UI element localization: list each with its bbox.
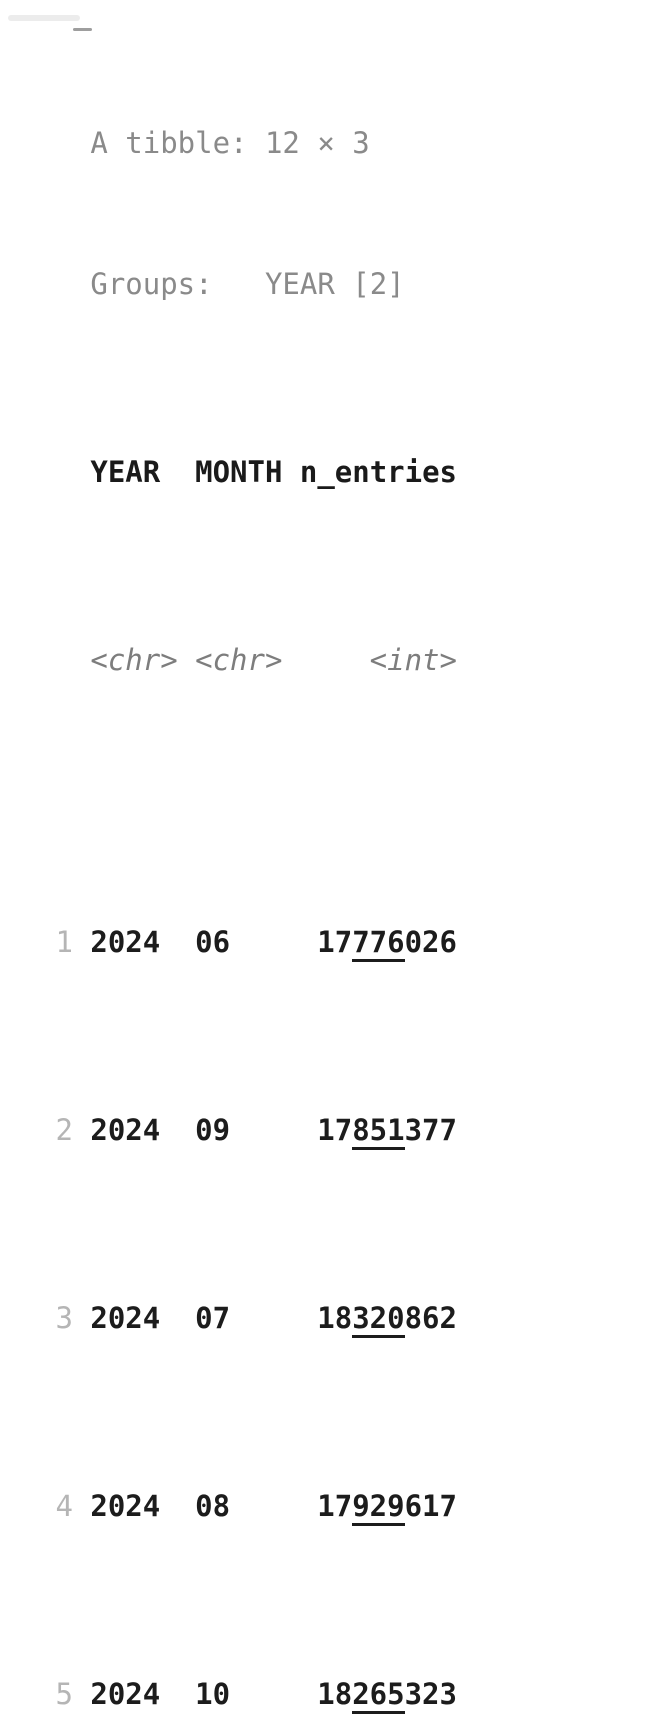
- row-number: 5: [55, 1677, 73, 1711]
- table-row: 5 2024 10 18265323: [38, 1671, 457, 1718]
- cell-year: 2024: [90, 1301, 161, 1335]
- digits-plain: 617: [404, 1489, 457, 1523]
- digits-plain: 17: [317, 1489, 353, 1523]
- table-row: 2 2024 09 17851377: [38, 1107, 457, 1154]
- crop-artifact-streak: [8, 15, 80, 21]
- cell-year: 2024: [90, 1677, 161, 1711]
- tibble-summary-line: A tibble: 12 × 3: [90, 126, 370, 160]
- table-header-row: YEAR MONTH n_entries: [38, 449, 457, 496]
- digits-plain: 18: [317, 1301, 353, 1335]
- cell-n-entries: 17929617: [300, 1483, 457, 1530]
- table-body: 1 2024 06 17776026 2 2024 09 17851377 3 2024 07 1…: [38, 825, 457, 1724]
- r-console-output: A tibble: 12 × 3 Groups: YEAR [2] YEAR MO…: [38, 26, 457, 1724]
- cell-month: 07: [195, 1301, 231, 1335]
- digits-underlined-group: 265: [352, 1677, 405, 1714]
- table-row: 3 2024 07 18320862: [38, 1295, 457, 1342]
- cell-n-entries: 18265323: [300, 1671, 457, 1718]
- digits-underlined-group: 851: [352, 1113, 405, 1150]
- digits-plain: 18: [317, 1677, 353, 1711]
- crop-artifact-dash: [73, 28, 92, 31]
- cell-year: 2024: [90, 1489, 161, 1523]
- row-number: 1: [55, 925, 73, 959]
- digits-underlined-group: 929: [352, 1489, 405, 1526]
- row-number: 4: [55, 1489, 73, 1523]
- digits-plain: 377: [404, 1113, 457, 1147]
- digits-plain: 17: [317, 1113, 353, 1147]
- digits-underlined-group: 320: [352, 1301, 405, 1338]
- cell-month: 09: [195, 1113, 231, 1147]
- table-types-row: <chr> <chr> <int>: [38, 637, 457, 684]
- digits-plain: 17: [317, 925, 353, 959]
- groups-line: Groups: YEAR [2]: [90, 267, 405, 301]
- row-number: 3: [55, 1301, 73, 1335]
- column-type-year: <chr>: [90, 643, 178, 677]
- cell-month: 08: [195, 1489, 231, 1523]
- cell-n-entries: 17776026: [300, 919, 457, 966]
- cell-month: 06: [195, 925, 231, 959]
- digits-underlined-group: 776: [352, 925, 405, 962]
- cell-year: 2024: [90, 925, 161, 959]
- column-header-n-entries: n_entries: [299, 455, 457, 489]
- cell-n-entries: 18320862: [300, 1295, 457, 1342]
- table-row: 4 2024 08 17929617: [38, 1483, 457, 1530]
- column-type-month: <chr>: [195, 643, 283, 677]
- column-header-month: MONTH: [195, 455, 283, 489]
- digits-plain: 026: [404, 925, 457, 959]
- cell-month: 10: [195, 1677, 231, 1711]
- column-header-year: YEAR: [90, 455, 161, 489]
- column-type-n-entries: <int>: [369, 643, 457, 677]
- digits-plain: 862: [404, 1301, 457, 1335]
- cell-n-entries: 17851377: [300, 1107, 457, 1154]
- cell-year: 2024: [90, 1113, 161, 1147]
- digits-plain: 323: [404, 1677, 457, 1711]
- table-row: 1 2024 06 17776026: [38, 919, 457, 966]
- row-number: 2: [55, 1113, 73, 1147]
